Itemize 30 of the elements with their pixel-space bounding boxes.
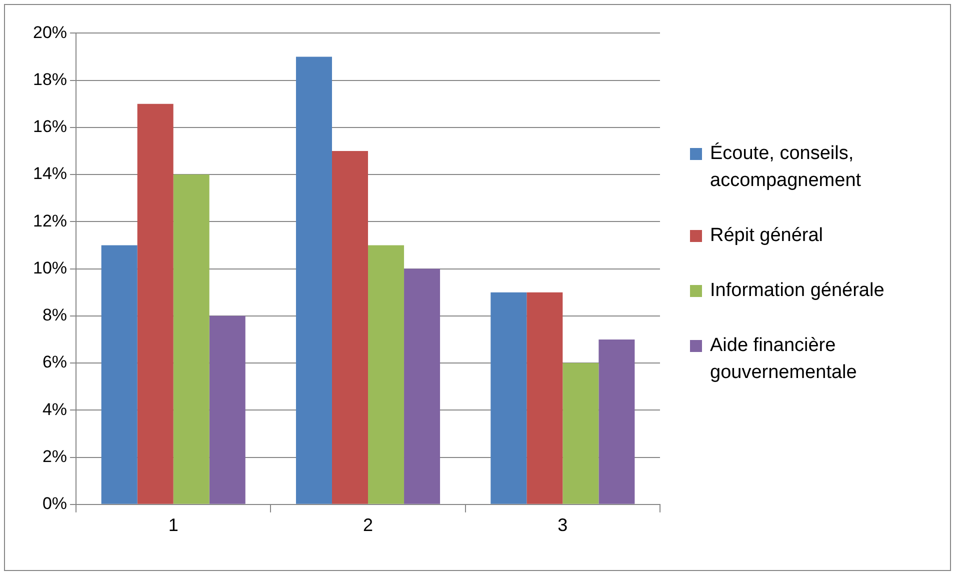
bar	[404, 268, 440, 504]
legend-label: Aide financière gouvernementale	[710, 334, 858, 385]
bar	[490, 292, 527, 504]
bar	[562, 363, 599, 504]
bar	[173, 174, 210, 504]
x-tick-label: 2	[363, 515, 374, 536]
bar	[598, 339, 635, 504]
bar	[209, 316, 246, 504]
y-tick-label: 4%	[42, 400, 68, 419]
y-tick-label: 20%	[32, 22, 68, 42]
legend-label: Information générale	[710, 279, 884, 303]
y-tick-label: 2%	[42, 446, 68, 466]
y-tick-label: 16%	[32, 117, 68, 136]
bar	[296, 56, 332, 504]
x-tick-label: 3	[558, 515, 568, 536]
y-tick-label: 18%	[32, 70, 68, 90]
y-tick-label: 8%	[42, 306, 68, 325]
bar	[101, 245, 138, 504]
y-tick-label: 0%	[42, 494, 68, 514]
bar	[332, 151, 368, 504]
bar	[368, 245, 404, 504]
x-tick-label: 1	[168, 515, 178, 536]
y-tick-label: 10%	[32, 258, 68, 278]
y-tick-label: 14%	[32, 164, 68, 184]
legend-label: Répit général	[710, 224, 824, 248]
bar	[137, 104, 174, 504]
legend-label: Écoute, conseils, accompagnement	[710, 142, 862, 193]
y-tick-label: 12%	[32, 211, 68, 230]
bar	[526, 292, 563, 504]
y-tick-label: 6%	[42, 352, 68, 372]
